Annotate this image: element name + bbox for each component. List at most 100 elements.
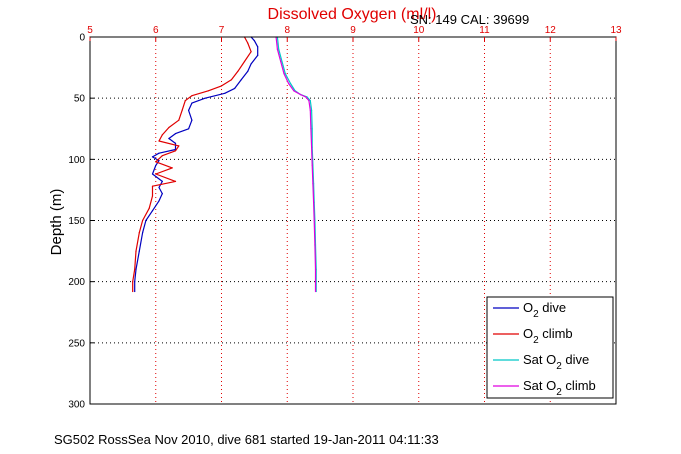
data-point-sat-o2-climb: [313, 219, 315, 222]
data-point-o2-climb: [155, 173, 157, 175]
data-point-sat-o2-climb: [308, 100, 310, 102]
data-point-o2-dive: [158, 200, 160, 202]
data-point-o2-climb: [191, 95, 193, 97]
legend-entry-sat-o2-dive: Sat O2 dive: [523, 352, 589, 372]
ticks: 5 6 7 8 9 10 11 12 13 0 50 100 150 200 250 300: [68, 25, 622, 411]
data-point-o2-dive: [188, 128, 190, 130]
data-point-sat-o2-climb: [311, 164, 313, 166]
x-tick-label: 12: [545, 25, 557, 36]
x-tick-label: 10: [413, 25, 425, 36]
data-point-o2-dive: [168, 137, 170, 140]
legend-subscript: 2: [533, 309, 539, 320]
data-point-sat-o2-dive: [289, 82, 292, 85]
data-point-o2-climb: [151, 195, 154, 197]
data-point-o2-dive: [191, 119, 193, 121]
x-tick-label: 6: [153, 25, 159, 36]
data-point-o2-climb: [207, 90, 209, 92]
data-point-o2-dive: [135, 268, 137, 270]
data-point-sat-o2-climb: [310, 128, 312, 130]
data-point-sat-o2-climb: [305, 96, 307, 98]
data-point-o2-climb: [161, 134, 163, 136]
data-point-o2-climb: [168, 126, 170, 129]
data-point-o2-climb: [178, 119, 180, 121]
data-point-sat-o2-dive: [311, 128, 313, 130]
chart-title: Dissolved Oxygen (ml/l): [268, 6, 437, 23]
data-point-o2-climb: [220, 85, 223, 87]
legend-main: O: [523, 300, 533, 315]
serial-cal-label: SN: 149 CAL: 39699: [410, 12, 529, 27]
data-point-sat-o2-climb: [299, 93, 301, 96]
data-point-o2-dive: [145, 219, 147, 222]
data-point-o2-climb: [184, 100, 186, 102]
data-point-sat-o2-climb: [313, 201, 315, 203]
data-point-sat-o2-climb: [314, 244, 316, 246]
data-point-o2-climb: [243, 60, 246, 63]
data-point-o2-climb: [142, 219, 144, 222]
data-point-o2-dive: [151, 156, 154, 158]
legend-main: Sat O: [523, 352, 556, 367]
data-point-o2-dive: [138, 250, 140, 252]
data-point-o2-dive: [151, 173, 154, 175]
data-point-sat-o2-dive: [284, 73, 286, 75]
x-tick-label: 5: [87, 25, 93, 36]
data-point-o2-dive: [191, 102, 193, 104]
data-point-sat-o2-climb: [309, 109, 311, 111]
data-point-o2-dive: [142, 232, 144, 234]
series-line-o2-dive: [134, 36, 259, 292]
y-tick-label: 300: [68, 400, 85, 411]
data-point-o2-dive: [247, 70, 249, 72]
data-point-o2-dive: [158, 152, 160, 154]
y-tick-label: 150: [68, 216, 85, 227]
data-point-o2-climb: [178, 145, 180, 147]
data-point-o2-climb: [237, 70, 239, 72]
data-point-o2-dive: [224, 92, 226, 94]
x-tick-label: 7: [219, 25, 225, 36]
data-point-o2-climb: [135, 250, 137, 252]
data-point-sat-o2-climb: [280, 60, 282, 63]
legend-main: O: [523, 326, 533, 341]
data-point-o2-dive: [188, 109, 190, 111]
series-layer: [132, 36, 317, 293]
data-point-o2-dive: [250, 63, 252, 65]
data-point-sat-o2-climb: [283, 73, 285, 75]
legend-subscript: 2: [556, 387, 562, 398]
legend-subscript: 2: [556, 361, 562, 372]
data-point-o2-climb: [171, 167, 173, 169]
data-point-o2-climb: [181, 109, 183, 111]
data-point-sat-o2-dive: [281, 60, 283, 63]
data-point-o2-climb: [158, 140, 160, 142]
x-tick-label: 13: [610, 25, 622, 36]
data-point-o2-dive: [134, 281, 136, 283]
data-point-o2-dive: [204, 97, 206, 99]
data-point-sat-o2-climb: [276, 48, 278, 50]
y-tick-label: 0: [79, 33, 85, 44]
data-point-sat-o2-climb: [312, 183, 314, 185]
data-point-o2-dive: [134, 290, 136, 293]
legend-entry-o2-climb: O2 climb: [523, 326, 573, 346]
data-point-o2-climb: [230, 79, 232, 81]
data-point-o2-climb: [161, 155, 163, 157]
legend-suffix: dive: [539, 300, 566, 315]
data-point-o2-climb: [132, 290, 134, 293]
data-point-sat-o2-climb: [288, 82, 290, 85]
data-point-o2-dive: [158, 186, 160, 189]
data-point-o2-dive: [158, 160, 160, 162]
legend-suffix: climb: [539, 326, 573, 341]
data-point-o2-dive: [240, 79, 242, 81]
data-point-sat-o2-climb: [311, 146, 313, 148]
data-point-o2-climb: [132, 281, 134, 283]
legend-entry-sat-o2-climb: Sat O2 climb: [523, 378, 596, 398]
data-point-o2-climb: [155, 161, 157, 163]
legend-subscript: 2: [533, 335, 539, 346]
data-point-o2-dive: [257, 54, 259, 57]
data-point-o2-dive: [234, 87, 236, 89]
data-point-o2-dive: [174, 133, 177, 135]
data-point-o2-dive: [253, 40, 255, 42]
data-point-sat-o2-climb: [314, 268, 317, 270]
y-tick-label: 50: [74, 94, 86, 105]
data-point-o2-dive: [161, 180, 163, 182]
y-tick-label: 250: [68, 338, 85, 349]
legend-suffix: dive: [562, 352, 589, 367]
y-tick-label: 200: [68, 277, 85, 288]
